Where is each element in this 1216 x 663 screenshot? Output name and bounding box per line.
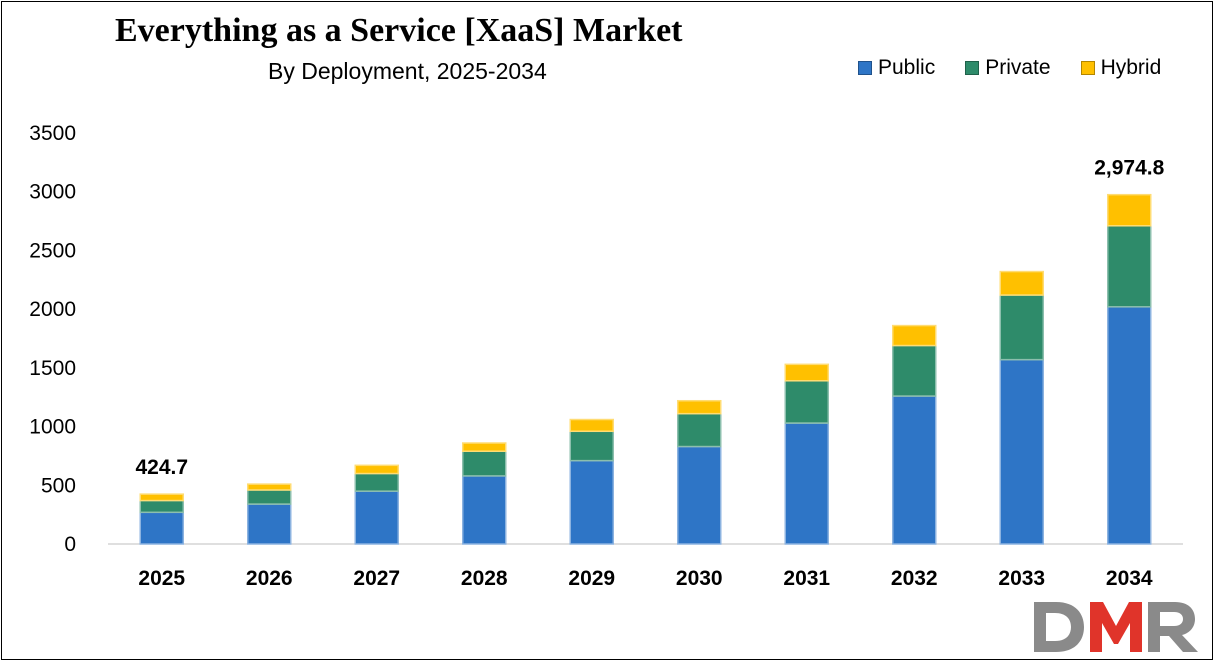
data-label-2025: 424.7: [135, 456, 188, 479]
chart-subtitle: By Deployment, 2025-2034: [268, 58, 547, 84]
x-tick-label: 2026: [246, 567, 293, 590]
dmr-logo: [1034, 602, 1198, 652]
data-label-2034: 2,974.8: [1094, 157, 1164, 180]
legend: Public Private Hybrid: [858, 56, 1161, 80]
bar-hybrid-2034: [1107, 193, 1152, 227]
legend-label-public: Public: [878, 56, 936, 79]
y-tick-label: 1000: [29, 416, 76, 439]
bar-hybrid-2025: [139, 493, 184, 502]
bar-hybrid-2028: [462, 442, 507, 452]
bar-hybrid-2026: [247, 483, 292, 491]
bar-public-2026: [247, 503, 292, 545]
bar-public-2027: [354, 490, 399, 545]
x-tick-label: 2032: [891, 567, 938, 590]
x-tick-label: 2034: [1106, 567, 1153, 590]
bar-private-2031: [784, 380, 829, 424]
y-tick-label: 3500: [29, 122, 76, 145]
bar-private-2030: [677, 412, 722, 448]
bar-public-2031: [784, 422, 829, 545]
legend-label-private: Private: [985, 56, 1051, 79]
bar-public-2034: [1107, 306, 1152, 545]
legend-item-public: Public: [858, 56, 935, 80]
legend-item-private: Private: [965, 56, 1051, 80]
bar-private-2033: [999, 294, 1044, 361]
bar-private-2034: [1107, 225, 1152, 308]
legend-label-hybrid: Hybrid: [1100, 56, 1162, 79]
legend-swatch-public: [858, 61, 872, 75]
bar-private-2026: [247, 489, 292, 505]
bar-public-2028: [462, 475, 507, 545]
bar-public-2030: [677, 445, 722, 545]
y-tick-label: 3000: [29, 181, 76, 204]
bar-public-2029: [569, 459, 614, 545]
x-tick-label: 2033: [998, 567, 1045, 590]
x-tick-label: 2029: [568, 567, 615, 590]
chart-title: Everything as a Service [XaaS] Market: [115, 12, 683, 49]
legend-item-hybrid: Hybrid: [1080, 56, 1162, 80]
bar-hybrid-2032: [892, 324, 937, 347]
y-tick-label: 2500: [29, 239, 76, 262]
x-tick-label: 2025: [138, 567, 185, 590]
bar-hybrid-2030: [677, 399, 722, 415]
y-tick-label: 0: [64, 533, 76, 556]
bar-private-2032: [892, 344, 937, 397]
bar-public-2025: [139, 511, 184, 545]
bar-private-2028: [462, 450, 507, 477]
bar-public-2032: [892, 395, 937, 545]
y-tick-label: 1500: [29, 357, 76, 380]
x-tick-label: 2031: [783, 567, 830, 590]
bar-hybrid-2033: [999, 270, 1044, 296]
x-tick-label: 2030: [676, 567, 723, 590]
legend-swatch-hybrid: [1080, 61, 1095, 75]
bar-private-2029: [569, 430, 614, 462]
y-tick-label: 2000: [29, 298, 76, 321]
bar-hybrid-2031: [784, 363, 829, 382]
bar-private-2027: [354, 472, 399, 492]
bar-hybrid-2029: [569, 418, 614, 433]
bar-public-2033: [999, 358, 1044, 545]
x-tick-label: 2028: [461, 567, 508, 590]
bar-private-2025: [139, 499, 184, 514]
bar-hybrid-2027: [354, 464, 399, 475]
legend-swatch-private: [965, 61, 980, 75]
y-tick-label: 500: [41, 474, 76, 497]
x-tick-label: 2027: [353, 567, 400, 590]
